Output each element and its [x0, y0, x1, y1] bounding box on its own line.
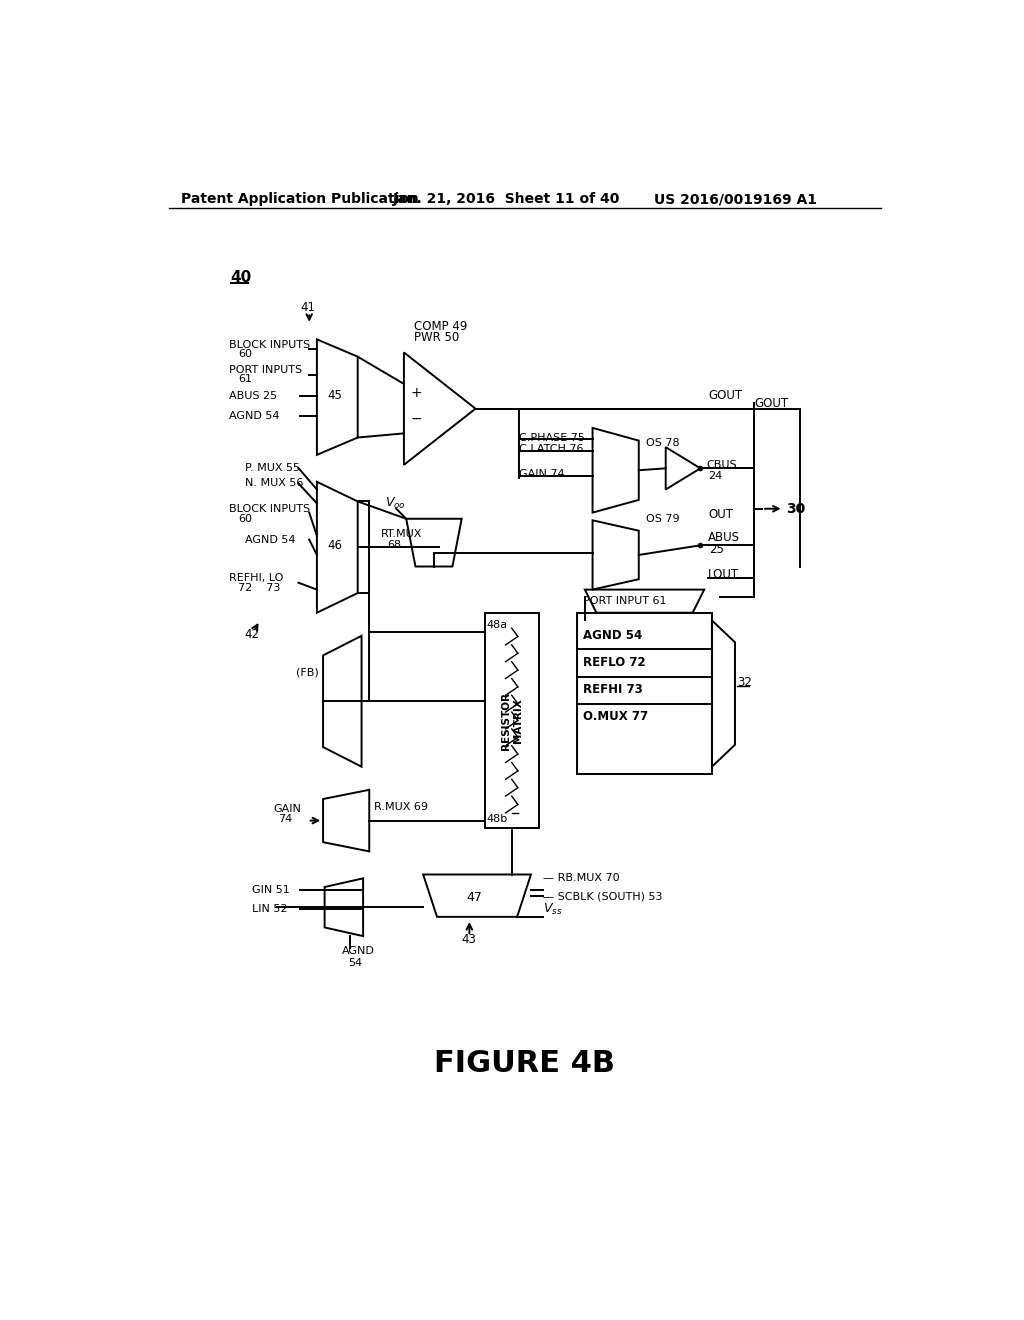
Text: −: − — [410, 412, 422, 425]
Text: 68: 68 — [387, 540, 401, 550]
Text: REFHI 73: REFHI 73 — [584, 684, 643, 696]
Text: 24: 24 — [708, 471, 722, 480]
Text: 45: 45 — [328, 389, 343, 403]
Text: GAIN 74: GAIN 74 — [519, 469, 565, 479]
Text: REFLO 72: REFLO 72 — [584, 656, 646, 669]
Bar — [484, 612, 539, 829]
Text: O.MUX 77: O.MUX 77 — [584, 710, 648, 723]
Text: OS 78: OS 78 — [646, 438, 680, 449]
Text: Patent Application Publication: Patent Application Publication — [180, 193, 419, 206]
Text: AGND 54: AGND 54 — [584, 630, 643, 643]
Text: 42: 42 — [245, 628, 259, 640]
Text: $V_{oo}$: $V_{oo}$ — [385, 496, 406, 511]
Text: US 2016/0019169 A1: US 2016/0019169 A1 — [654, 193, 817, 206]
Text: P. MUX 55: P. MUX 55 — [245, 463, 299, 473]
Text: GOUT: GOUT — [708, 389, 742, 403]
Text: C.PHASE 75: C.PHASE 75 — [519, 433, 586, 444]
Text: PORT INPUTS: PORT INPUTS — [229, 366, 302, 375]
Text: Jan. 21, 2016  Sheet 11 of 40: Jan. 21, 2016 Sheet 11 of 40 — [392, 193, 620, 206]
Text: REFHI, LO: REFHI, LO — [229, 573, 284, 583]
Text: ABUS 25: ABUS 25 — [229, 391, 278, 400]
Bar — [578, 612, 712, 775]
Text: — RB.MUX 70: — RB.MUX 70 — [543, 874, 620, 883]
Text: 25: 25 — [710, 543, 724, 556]
Text: ABUS: ABUS — [708, 531, 740, 544]
Text: $V_{ss}$: $V_{ss}$ — [543, 902, 562, 916]
Text: (FB): (FB) — [296, 668, 318, 677]
Text: 32: 32 — [737, 676, 753, 689]
Text: 48a: 48a — [486, 620, 508, 630]
Text: RT.MUX: RT.MUX — [381, 529, 422, 539]
Text: 74: 74 — [279, 814, 293, 824]
Text: 60: 60 — [239, 348, 252, 359]
Text: 72    73: 72 73 — [239, 583, 281, 593]
Text: 30: 30 — [786, 502, 806, 516]
Text: CBUS: CBUS — [707, 459, 737, 470]
Text: +: + — [410, 387, 422, 400]
Text: — SCBLK (SOUTH) 53: — SCBLK (SOUTH) 53 — [543, 891, 662, 902]
Text: OUT: OUT — [708, 508, 733, 520]
Text: BLOCK INPUTS: BLOCK INPUTS — [229, 339, 310, 350]
Text: PORT INPUT 61: PORT INPUT 61 — [584, 597, 667, 606]
Text: 54: 54 — [348, 958, 362, 968]
Text: 46: 46 — [328, 539, 343, 552]
Text: LOUT: LOUT — [708, 568, 739, 581]
Text: N. MUX 56: N. MUX 56 — [245, 478, 303, 488]
Text: R.MUX 69: R.MUX 69 — [374, 801, 428, 812]
Text: PWR 50: PWR 50 — [414, 330, 459, 343]
Text: FIGURE 4B: FIGURE 4B — [434, 1048, 615, 1077]
Text: BLOCK INPUTS: BLOCK INPUTS — [229, 504, 310, 513]
Text: 48b: 48b — [486, 814, 508, 824]
Text: GAIN: GAIN — [273, 804, 301, 814]
Text: COMP 49: COMP 49 — [414, 319, 467, 333]
Text: 40: 40 — [230, 271, 252, 285]
Text: OS 79: OS 79 — [646, 513, 680, 524]
Text: C.LATCH 76: C.LATCH 76 — [519, 445, 584, 454]
Text: LIN 52: LIN 52 — [252, 904, 288, 915]
Text: GOUT: GOUT — [755, 397, 788, 409]
Text: AGND 54: AGND 54 — [229, 412, 280, 421]
Text: 41: 41 — [300, 301, 315, 314]
Text: RESISTOR
MATRIX: RESISTOR MATRIX — [501, 692, 522, 750]
Text: 43: 43 — [462, 933, 476, 946]
Text: 60: 60 — [239, 513, 252, 524]
Text: GIN 51: GIN 51 — [252, 884, 290, 895]
Text: AGND 54: AGND 54 — [245, 535, 295, 545]
Text: 47: 47 — [466, 891, 482, 904]
Text: AGND: AGND — [342, 946, 375, 957]
Text: 61: 61 — [239, 375, 252, 384]
